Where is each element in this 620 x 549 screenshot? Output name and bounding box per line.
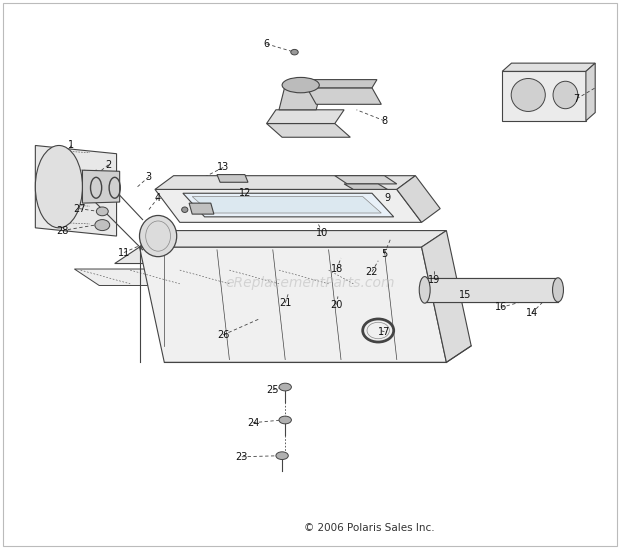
Ellipse shape: [291, 49, 298, 55]
Polygon shape: [425, 278, 558, 302]
Text: 2: 2: [105, 160, 112, 170]
Text: 20: 20: [330, 300, 343, 310]
Text: 14: 14: [526, 308, 538, 318]
Polygon shape: [267, 110, 344, 124]
Text: 12: 12: [239, 188, 251, 198]
Text: 7: 7: [574, 94, 580, 104]
Text: 21: 21: [279, 298, 291, 308]
Text: 17: 17: [378, 327, 391, 337]
Polygon shape: [189, 203, 214, 214]
Polygon shape: [279, 85, 322, 110]
Polygon shape: [140, 231, 446, 247]
Polygon shape: [335, 176, 397, 184]
Text: © 2006 Polaris Sales Inc.: © 2006 Polaris Sales Inc.: [304, 523, 434, 533]
Polygon shape: [115, 247, 446, 264]
Ellipse shape: [279, 383, 291, 391]
Ellipse shape: [140, 216, 177, 257]
Text: 24: 24: [247, 418, 259, 428]
Polygon shape: [267, 124, 350, 137]
Polygon shape: [82, 170, 120, 203]
Polygon shape: [307, 80, 377, 88]
Text: 1: 1: [68, 141, 74, 150]
Polygon shape: [35, 145, 117, 236]
Polygon shape: [140, 247, 446, 362]
Text: 18: 18: [330, 264, 343, 274]
Polygon shape: [183, 193, 394, 217]
Ellipse shape: [511, 79, 546, 111]
Text: 6: 6: [264, 39, 270, 49]
Polygon shape: [502, 71, 586, 121]
Polygon shape: [155, 189, 422, 222]
Text: eReplacementParts.com: eReplacementParts.com: [225, 276, 395, 290]
Ellipse shape: [96, 207, 108, 216]
Polygon shape: [217, 175, 248, 182]
Text: 27: 27: [73, 204, 86, 214]
Ellipse shape: [552, 278, 564, 302]
Text: 4: 4: [155, 193, 161, 203]
Text: 16: 16: [495, 302, 507, 312]
Ellipse shape: [279, 416, 291, 424]
Ellipse shape: [553, 81, 578, 109]
Text: 15: 15: [459, 290, 471, 300]
Text: 19: 19: [428, 275, 440, 285]
Polygon shape: [586, 63, 595, 121]
Ellipse shape: [182, 207, 188, 212]
Ellipse shape: [35, 145, 82, 228]
Ellipse shape: [419, 277, 430, 303]
Polygon shape: [74, 269, 384, 285]
FancyBboxPatch shape: [3, 3, 617, 546]
Text: 5: 5: [381, 249, 388, 259]
Polygon shape: [422, 231, 471, 362]
Text: 8: 8: [381, 116, 388, 126]
Text: 22: 22: [366, 267, 378, 277]
Polygon shape: [344, 184, 388, 189]
Text: 3: 3: [146, 172, 152, 182]
Polygon shape: [155, 176, 415, 189]
Ellipse shape: [282, 77, 319, 93]
Polygon shape: [502, 63, 595, 71]
Text: 23: 23: [236, 452, 248, 462]
Text: 9: 9: [384, 193, 391, 203]
Text: 25: 25: [267, 385, 279, 395]
Text: 11: 11: [118, 248, 130, 257]
Ellipse shape: [276, 452, 288, 460]
Ellipse shape: [95, 220, 110, 231]
Text: 10: 10: [316, 228, 329, 238]
Text: 28: 28: [56, 226, 68, 236]
Polygon shape: [192, 197, 381, 213]
Polygon shape: [397, 176, 440, 222]
Polygon shape: [307, 88, 381, 104]
Text: 13: 13: [217, 163, 229, 172]
Text: 26: 26: [217, 330, 229, 340]
